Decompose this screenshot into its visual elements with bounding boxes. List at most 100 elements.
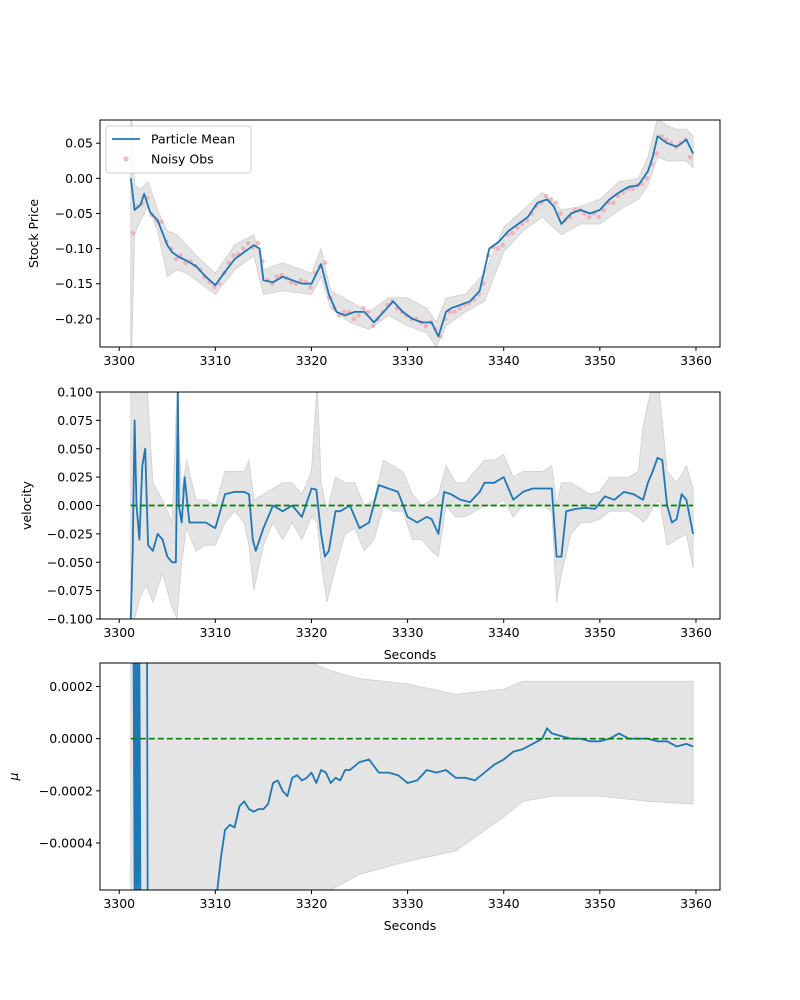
noisy-obs-point: [510, 230, 515, 236]
noisy-obs-point: [596, 214, 602, 220]
x-tick-label: 3350: [584, 896, 616, 911]
plot-area-stock-price: [129, 120, 694, 347]
noisy-obs-point: [240, 246, 246, 251]
x-tick-label: 3340: [488, 353, 520, 368]
particle-mean-line: [132, 663, 142, 890]
x-tick-label: 3330: [392, 353, 424, 368]
confidence-band: [130, 120, 694, 347]
x-tick-label: 3330: [392, 896, 424, 911]
legend-dot-swatch: [123, 156, 129, 162]
x-axis-ticks: 3300 3310 3320 3330 3340 3350 3360: [103, 890, 712, 911]
y-axis-label: Stock Price: [26, 199, 41, 268]
axes-frame: [99, 662, 721, 891]
x-tick-label: 3360: [680, 896, 712, 911]
noisy-obs-point: [553, 200, 558, 206]
x-tick-label: 3300: [103, 896, 135, 911]
y-tick-label: 0.075: [57, 413, 93, 428]
x-tick-label: 3350: [584, 625, 616, 640]
noisy-obs-point: [298, 277, 304, 283]
axes-frame: [99, 119, 721, 348]
x-axis-ticks: 3300 3310 3320 3330 3340 3350 3360: [103, 619, 712, 640]
x-tick-label: 3300: [103, 353, 135, 368]
noisy-obs-point: [130, 230, 135, 236]
noisy-obs-point: [611, 200, 616, 206]
y-tick-label: 0.025: [57, 470, 93, 485]
y-tick-label: −0.100: [47, 612, 93, 627]
y-tick-label: 0.100: [57, 385, 93, 400]
noisy-obs-point: [212, 285, 217, 290]
y-axis-label: velocity: [19, 480, 34, 529]
legend-frame: [105, 125, 252, 174]
noisy-obs-point: [341, 309, 347, 315]
y-tick-label: 0.05: [65, 136, 93, 151]
y-tick-label: −0.15: [55, 276, 93, 291]
noisy-obs-point: [274, 274, 280, 280]
x-tick-label: 3310: [199, 353, 231, 368]
particle-mean-line: [216, 727, 694, 890]
particle-mean-line: [146, 663, 149, 890]
noisy-obs-point: [370, 323, 376, 329]
noisy-obs-point: [558, 211, 563, 216]
y-tick-label: 0.0002: [49, 679, 93, 694]
y-axis-ticks: 0.05 0.00 −0.05 −0.10 −0.15 −0.20: [55, 136, 100, 326]
y-tick-label: −0.0004: [39, 836, 93, 851]
noisy-obs-point: [630, 186, 635, 192]
stock-price-panel: 3300 3310 3320 3330 3340 3350 3360 0.05 0.00 −0.…: [26, 119, 721, 368]
plot-area-mu: [130, 663, 694, 890]
particle-mean-line: [129, 392, 694, 619]
noisy-obs-point: [322, 260, 328, 266]
noisy-obs-point: [644, 176, 650, 181]
noisy-obs-point: [173, 256, 179, 262]
noisy-obs-point: [500, 242, 506, 248]
noisy-obs-point: [255, 240, 260, 246]
y-tick-label: 0.000: [57, 498, 93, 513]
noisy-obs-point: [159, 219, 164, 225]
x-tick-label: 3340: [488, 625, 520, 640]
legend-entry-particle-mean: Particle Mean: [151, 132, 235, 147]
y-tick-label: −0.050: [47, 555, 93, 570]
noisy-obs-point: [687, 154, 693, 160]
y-axis-ticks: 0.100 0.075 0.050 0.025 0.000 −0.025 −0.050 −0.…: [47, 385, 100, 627]
x-tick-label: 3320: [296, 896, 328, 911]
x-tick-label: 3320: [296, 353, 328, 368]
y-tick-label: −0.05: [55, 206, 93, 221]
y-tick-label: 0.00: [65, 171, 93, 186]
x-tick-label: 3330: [392, 625, 424, 640]
noisy-obs-point: [452, 309, 458, 315]
x-tick-label: 3350: [584, 353, 616, 368]
noisy-obs-point: [601, 207, 606, 213]
x-axis-ticks: 3300 3310 3320 3330 3340 3350 3360: [103, 347, 712, 368]
confidence-band: [130, 663, 694, 890]
y-tick-label: −0.10: [55, 241, 93, 256]
noisy-obs-point: [351, 316, 357, 322]
y-tick-label: −0.025: [47, 526, 93, 541]
x-tick-label: 3310: [199, 896, 231, 911]
noisy-obs-point: [245, 240, 251, 246]
noisy-obs-point: [308, 285, 313, 290]
x-tick-label: 3360: [680, 625, 712, 640]
y-axis-ticks: 0.0002 0.0000 −0.0002 −0.0004: [39, 679, 100, 851]
noisy-obs-point: [587, 214, 592, 220]
x-tick-label: 3340: [488, 896, 520, 911]
y-tick-label: −0.20: [55, 311, 93, 326]
legend-entry-noisy-obs: Noisy Obs: [151, 152, 214, 167]
x-tick-label: 3310: [199, 625, 231, 640]
mu-panel: 3300 3310 3320 3330 3340 3350 3360 0.00020.000…: [6, 662, 721, 933]
velocity-panel: 3300 3310 3320 3330 3340 3350 3360 0.1000.0750…: [19, 385, 721, 662]
particle-mean-line: [129, 135, 694, 338]
noisy-obs-point: [365, 309, 371, 315]
noisy-obs-point: [548, 197, 554, 202]
legend: Particle Mean Noisy Obs: [105, 125, 252, 174]
y-tick-label: −0.0002: [39, 783, 93, 798]
noisy-obs-point: [231, 253, 236, 258]
y-tick-label: 0.0000: [49, 731, 93, 746]
x-tick-label: 3320: [296, 625, 328, 640]
y-tick-label: −0.075: [47, 583, 93, 598]
x-tick-label: 3360: [680, 353, 712, 368]
noisy-obs-point: [457, 306, 462, 311]
y-tick-label: 0.050: [57, 441, 93, 456]
noisy-obs-point: [543, 193, 549, 199]
x-tick-label: 3300: [103, 625, 135, 640]
x-axis-label: Seconds: [384, 647, 437, 662]
